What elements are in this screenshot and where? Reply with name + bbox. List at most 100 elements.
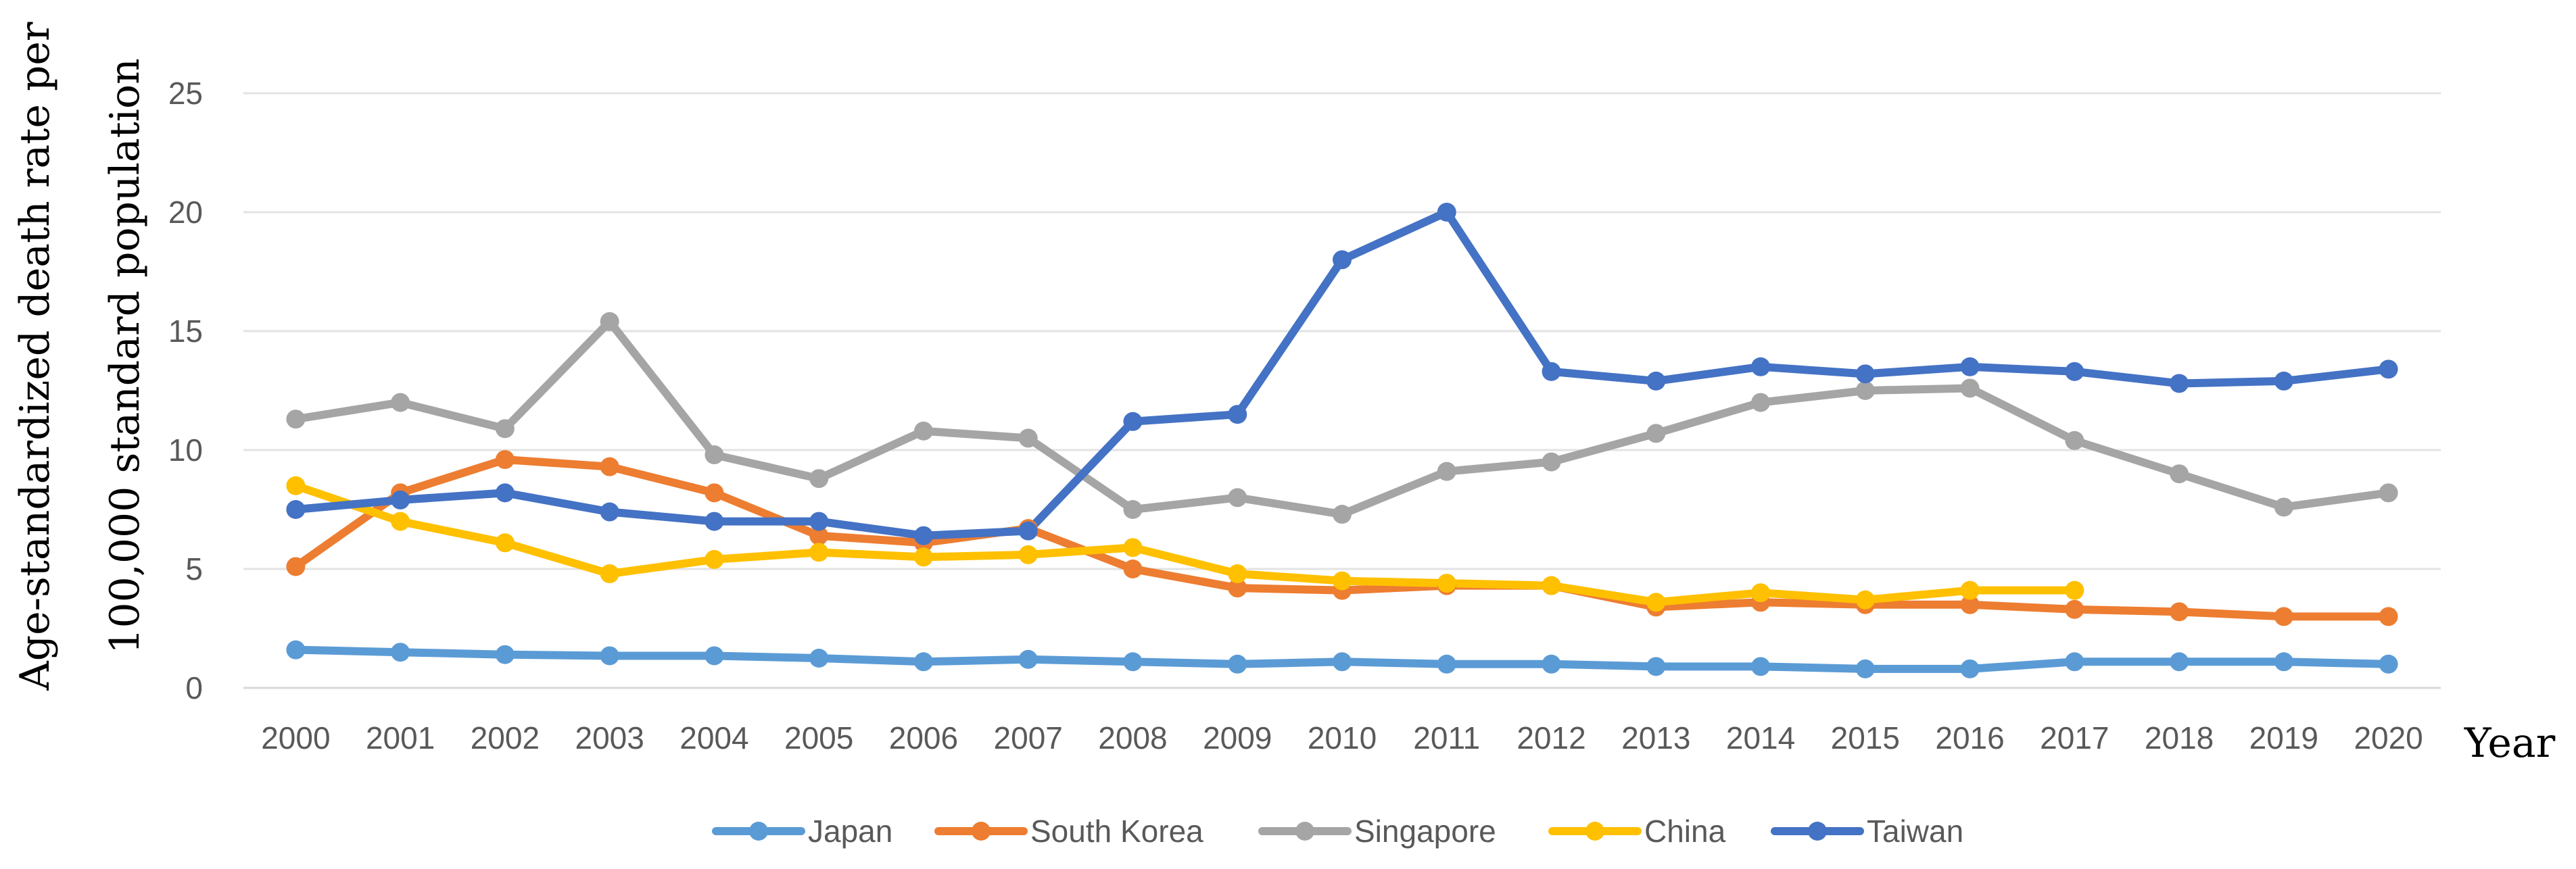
x-tick-label: 2013: [1621, 720, 1690, 755]
data-point-taiwan: [2170, 374, 2189, 393]
data-point-china: [1437, 574, 1456, 593]
data-point-singapore: [2170, 464, 2189, 484]
legend-label: China: [1644, 814, 1726, 849]
x-tick-label: 2016: [1935, 720, 2004, 755]
legend-swatch-marker: [749, 822, 768, 841]
x-tick-label: 2019: [2249, 720, 2318, 755]
data-point-japan: [1333, 652, 1352, 672]
x-axis-title: Year: [2464, 720, 2556, 767]
x-tick-label: 2017: [2040, 720, 2109, 755]
data-point-singapore: [1960, 378, 1980, 398]
data-point-china: [1646, 593, 1666, 612]
legend-swatch-marker: [1295, 822, 1314, 841]
x-tick-label: 2015: [1831, 720, 1900, 755]
data-point-china: [495, 533, 515, 553]
data-point-singapore: [809, 469, 829, 489]
data-point-china: [913, 547, 933, 567]
x-tick-label: 2018: [2145, 720, 2214, 755]
data-point-singapore: [600, 312, 619, 331]
series-line-singapore: [291, 317, 2393, 519]
data-point-china: [391, 512, 410, 531]
data-point-singapore: [2379, 483, 2398, 503]
y-tick-label: 25: [168, 76, 203, 111]
data-point-singapore: [391, 393, 410, 412]
legend-swatch-marker: [1585, 822, 1604, 841]
data-point-japan: [1228, 654, 1247, 674]
x-tick-label: 2012: [1517, 720, 1585, 755]
data-point-japan: [1960, 659, 1980, 678]
data-point-taiwan: [705, 512, 724, 531]
data-point-japan: [2065, 652, 2084, 672]
data-point-japan: [391, 643, 410, 662]
data-point-taiwan: [809, 512, 829, 531]
x-tick-label: 2003: [575, 720, 644, 755]
x-tick-label: 2007: [994, 720, 1063, 755]
data-point-japan: [600, 646, 619, 666]
series-points: [286, 203, 2398, 678]
y-tick-label: 10: [168, 432, 203, 468]
data-point-japan: [1751, 657, 1771, 676]
y-axis-title-line-1: Age-standardized death rate per: [11, 22, 59, 691]
data-point-taiwan: [1123, 412, 1143, 431]
data-point-south-korea: [1228, 578, 1247, 598]
data-point-taiwan: [2379, 359, 2398, 379]
data-point-china: [1333, 571, 1352, 591]
x-tick-label: 2010: [1308, 720, 1377, 755]
data-point-japan: [286, 640, 306, 660]
y-tick-label: 0: [185, 670, 203, 705]
data-point-taiwan: [1751, 357, 1771, 376]
legend-item-singapore: Singapore: [1258, 814, 1496, 849]
y-axis-title-line-2: 100,000 standard population: [101, 58, 149, 653]
data-point-china: [286, 476, 306, 495]
x-tick-label: 2009: [1203, 720, 1272, 755]
data-point-singapore: [1855, 381, 1875, 400]
data-point-singapore: [1123, 500, 1143, 519]
data-point-china: [600, 564, 619, 584]
legend-item-taiwan: Taiwan: [1771, 814, 1963, 849]
data-point-japan: [1018, 649, 1038, 669]
data-point-taiwan: [1228, 405, 1247, 424]
data-point-taiwan: [1646, 371, 1666, 391]
data-point-south-korea: [1960, 595, 1980, 614]
data-point-taiwan: [391, 490, 410, 510]
x-tick-label: 2004: [679, 720, 748, 755]
x-tick-label: 2011: [1413, 720, 1480, 755]
data-point-taiwan: [2065, 362, 2084, 381]
data-point-china: [1542, 576, 1561, 595]
data-point-south-korea: [286, 557, 306, 576]
data-point-japan: [705, 646, 724, 666]
data-point-japan: [1437, 654, 1456, 674]
x-tick-label: 2014: [1726, 720, 1795, 755]
data-point-taiwan: [1855, 364, 1875, 384]
data-point-singapore: [1542, 452, 1561, 472]
data-point-taiwan: [913, 526, 933, 545]
data-point-south-korea: [2274, 607, 2293, 626]
x-tick-label: 2008: [1098, 720, 1167, 755]
data-point-south-korea: [2379, 607, 2398, 626]
data-point-singapore: [2065, 430, 2084, 450]
data-point-singapore: [1646, 424, 1666, 443]
data-point-singapore: [1228, 488, 1247, 507]
y-tick-label: 15: [168, 314, 203, 349]
data-point-taiwan: [600, 502, 619, 522]
data-point-taiwan: [1018, 521, 1038, 541]
data-point-japan: [1646, 657, 1666, 676]
data-point-japan: [2379, 654, 2398, 674]
legend-label: South Korea: [1030, 814, 1203, 849]
data-point-china: [705, 549, 724, 569]
data-point-china: [809, 543, 829, 562]
data-point-japan: [913, 652, 933, 672]
legend-swatch-marker: [1808, 822, 1827, 841]
data-point-south-korea: [705, 483, 724, 503]
data-point-singapore: [1333, 505, 1352, 524]
y-tick-label: 20: [168, 195, 203, 230]
data-point-singapore: [286, 409, 306, 429]
x-tick-label: 2020: [2354, 720, 2423, 755]
data-point-singapore: [705, 445, 724, 465]
data-point-singapore: [495, 419, 515, 439]
data-point-singapore: [913, 421, 933, 441]
data-point-japan: [1542, 654, 1561, 674]
data-point-south-korea: [809, 526, 829, 545]
x-tick-label: 2002: [471, 720, 540, 755]
data-point-china: [1855, 590, 1875, 610]
